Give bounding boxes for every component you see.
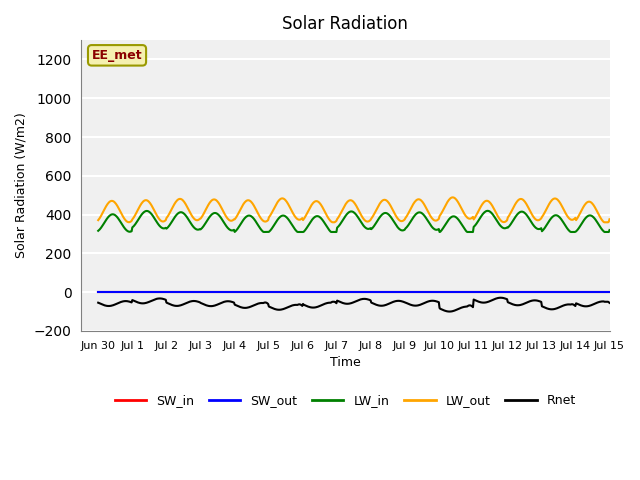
Text: EE_met: EE_met <box>92 49 142 62</box>
SW_out <box>431 289 438 295</box>
SW_in <box>156 289 164 295</box>
LW_out <box>104 201 111 207</box>
SW_in <box>431 289 438 295</box>
LW_in <box>431 227 439 232</box>
LW_out <box>208 197 216 203</box>
LW_in <box>605 227 613 233</box>
Line: LW_in: LW_in <box>98 211 609 232</box>
Rnet <box>431 298 438 304</box>
Rnet <box>104 303 111 309</box>
Rnet <box>156 296 164 301</box>
LW_in <box>156 224 164 229</box>
SW_in <box>235 289 243 295</box>
X-axis label: Time: Time <box>330 356 361 369</box>
SW_out <box>94 289 102 295</box>
Rnet <box>605 300 613 306</box>
SW_out <box>416 289 424 295</box>
Rnet <box>208 303 216 309</box>
LW_in <box>417 210 424 216</box>
LW_out <box>235 209 243 215</box>
SW_in <box>94 289 102 295</box>
Rnet <box>235 304 243 310</box>
Rnet <box>94 300 102 306</box>
LW_in <box>208 211 216 217</box>
LW_out <box>329 219 337 225</box>
Rnet <box>445 309 453 314</box>
LW_out <box>449 194 457 200</box>
SW_in <box>208 289 216 295</box>
Rnet <box>416 302 424 308</box>
LW_out <box>417 197 424 203</box>
Title: Solar Radiation: Solar Radiation <box>282 15 408 33</box>
LW_out <box>605 216 613 222</box>
LW_in <box>260 229 268 235</box>
SW_in <box>104 289 111 295</box>
LW_in <box>484 208 492 214</box>
SW_in <box>605 289 613 295</box>
SW_out <box>235 289 243 295</box>
LW_out <box>156 217 164 223</box>
SW_out <box>605 289 613 295</box>
LW_out <box>94 217 102 223</box>
Line: LW_out: LW_out <box>98 197 609 222</box>
Legend: SW_in, SW_out, LW_in, LW_out, Rnet: SW_in, SW_out, LW_in, LW_out, Rnet <box>109 389 581 412</box>
LW_in <box>235 224 243 229</box>
SW_out <box>156 289 164 295</box>
LW_in <box>94 228 102 234</box>
LW_in <box>104 215 111 221</box>
SW_in <box>416 289 424 295</box>
Rnet <box>497 295 504 300</box>
Line: Rnet: Rnet <box>98 298 609 312</box>
Y-axis label: Solar Radiation (W/m2): Solar Radiation (W/m2) <box>15 113 28 258</box>
SW_out <box>104 289 111 295</box>
LW_out <box>431 218 439 224</box>
SW_out <box>208 289 216 295</box>
